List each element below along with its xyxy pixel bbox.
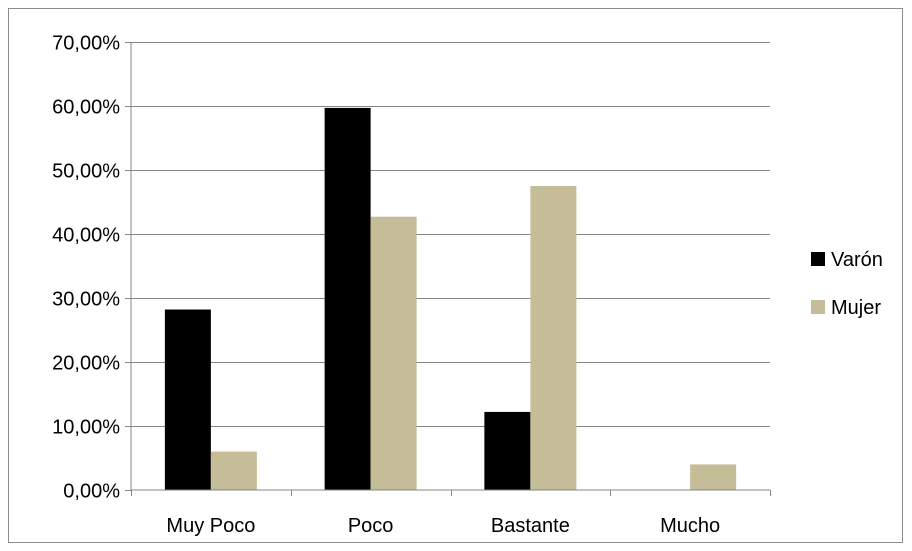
y-tick-label: 70,00% bbox=[52, 33, 120, 55]
y-axis-ticks: 0,00% 10,00% 20,00% 30,00% 40,00% 50,00% 60,00… bbox=[52, 33, 131, 503]
legend-swatch bbox=[811, 252, 825, 266]
legend-label: Varón bbox=[831, 249, 883, 271]
bar-varon bbox=[484, 411, 531, 490]
bars bbox=[164, 107, 737, 491]
gridlines bbox=[131, 42, 770, 427]
bar-mujer bbox=[530, 186, 577, 490]
y-tick-label: 60,00% bbox=[52, 97, 120, 119]
bar-mujer bbox=[370, 216, 417, 490]
chart-frame bbox=[8, 8, 903, 543]
bar-varon bbox=[324, 107, 371, 491]
x-tick-label: Poco bbox=[348, 515, 394, 537]
legend-label: Mujer bbox=[831, 297, 881, 319]
x-tick-label: Bastante bbox=[491, 515, 570, 537]
legend: Varón Mujer bbox=[811, 249, 883, 319]
x-axis-ticks: Muy Poco Poco Bastante Mucho bbox=[131, 490, 771, 537]
y-tick-label: 20,00% bbox=[52, 353, 120, 375]
y-tick-label: 50,00% bbox=[52, 161, 120, 183]
axes bbox=[130, 42, 770, 491]
y-tick-label: 30,00% bbox=[52, 289, 120, 311]
x-tick-label: Mucho bbox=[660, 515, 720, 537]
x-tick-label: Muy Poco bbox=[166, 515, 255, 537]
legend-swatch bbox=[811, 300, 825, 314]
bar-mujer bbox=[690, 464, 737, 490]
bar-mujer bbox=[210, 451, 257, 490]
y-tick-label: 10,00% bbox=[52, 417, 120, 439]
y-tick-label: 0,00% bbox=[63, 481, 120, 503]
y-tick-label: 40,00% bbox=[52, 225, 120, 247]
bar-varon bbox=[164, 309, 211, 490]
